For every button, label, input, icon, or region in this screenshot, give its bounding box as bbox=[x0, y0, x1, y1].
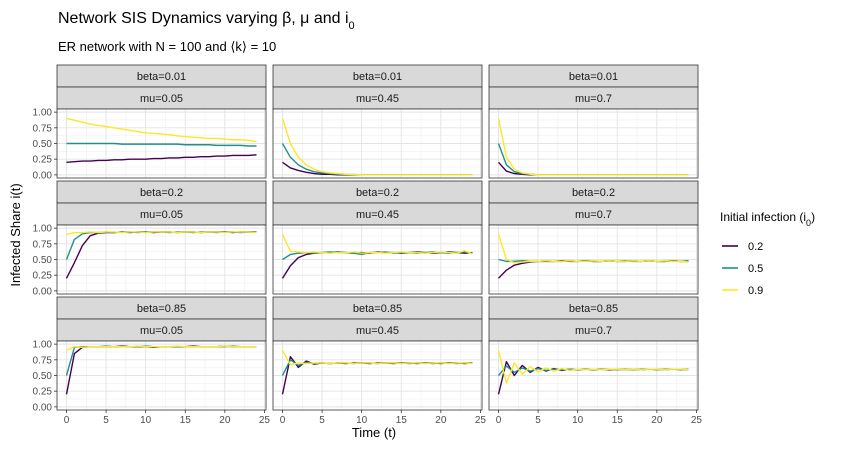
facet-panel: beta=0.85 mu=0.45 0 5 10 15 20 25 bbox=[272, 296, 487, 426]
series-line-0.9 bbox=[497, 118, 689, 176]
panel-border bbox=[272, 340, 483, 411]
y-tick-label: 0.75 bbox=[33, 123, 53, 134]
facet-panel: beta=0.85 mu=0.05 0.00 0.25 0.50 0.75 1.00 0 5 10… bbox=[33, 296, 271, 426]
y-tick-label: 0.25 bbox=[33, 387, 53, 398]
strip-beta-label: beta=0.2 bbox=[356, 187, 399, 199]
panel-border bbox=[488, 340, 699, 411]
x-tick-label: 10 bbox=[356, 415, 368, 426]
series-line-0.9 bbox=[497, 350, 689, 384]
facet-panel: beta=0.2 mu=0.7 bbox=[488, 180, 699, 295]
facet-panel: beta=0.01 mu=0.45 bbox=[272, 64, 483, 179]
y-tick-label: 0.00 bbox=[33, 286, 53, 297]
strip-beta-label: beta=0.01 bbox=[353, 71, 402, 83]
series-line-0.9 bbox=[497, 234, 689, 264]
y-tick-label: 0.25 bbox=[33, 155, 53, 166]
y-tick-label: 1.00 bbox=[33, 224, 53, 235]
series-line-0.9 bbox=[66, 231, 257, 236]
strip-mu-label: mu=0.45 bbox=[356, 209, 399, 221]
panel-border bbox=[488, 224, 699, 295]
x-tick-label: 0 bbox=[496, 415, 502, 426]
legend-label: 0.9 bbox=[748, 285, 763, 297]
y-tick-label: 0.25 bbox=[33, 271, 53, 282]
series-line-0.9 bbox=[281, 234, 473, 255]
x-tick-label: 5 bbox=[103, 415, 109, 426]
x-tick-label: 20 bbox=[651, 415, 663, 426]
strip-mu-label: mu=0.45 bbox=[356, 93, 399, 105]
chart-subtitle: ER network with N = 100 and ⟨k⟩ = 10 bbox=[58, 39, 276, 54]
x-tick-label: 15 bbox=[612, 415, 624, 426]
panel-border bbox=[488, 108, 699, 179]
y-tick-label: 0.50 bbox=[33, 139, 53, 150]
chart-title: Network SIS Dynamics varying β, μ and i0 bbox=[58, 10, 355, 32]
strip-mu-label: mu=0.05 bbox=[140, 325, 183, 337]
strip-mu-label: mu=0.7 bbox=[575, 93, 612, 105]
y-axis-title: Infected Share i(t) bbox=[8, 183, 23, 286]
y-tick-label: 1.00 bbox=[33, 340, 53, 351]
x-tick-label: 25 bbox=[475, 415, 487, 426]
x-tick-label: 25 bbox=[259, 415, 271, 426]
legend-label: 0.2 bbox=[748, 241, 763, 253]
x-axis-title: Time (t) bbox=[352, 425, 396, 440]
strip-mu-label: mu=0.05 bbox=[140, 93, 183, 105]
x-tick-label: 5 bbox=[319, 415, 325, 426]
facet-panel: beta=0.01 mu=0.7 bbox=[488, 64, 699, 179]
x-tick-label: 20 bbox=[219, 415, 231, 426]
legend-label: 0.5 bbox=[748, 263, 763, 275]
y-tick-label: 0.00 bbox=[33, 170, 53, 181]
series-line-0.5 bbox=[66, 142, 257, 147]
panel-border bbox=[272, 108, 483, 179]
x-tick-label: 0 bbox=[280, 415, 286, 426]
y-tick-label: 0.50 bbox=[33, 255, 53, 266]
x-tick-label: 15 bbox=[396, 415, 408, 426]
series-line-0.9 bbox=[281, 350, 473, 366]
series-line-0.9 bbox=[66, 345, 257, 352]
strip-mu-label: mu=0.7 bbox=[575, 209, 612, 221]
x-tick-label: 10 bbox=[140, 415, 152, 426]
strip-beta-label: beta=0.85 bbox=[569, 303, 618, 315]
x-tick-label: 10 bbox=[572, 415, 584, 426]
facet-panel: beta=0.2 mu=0.05 0.00 0.25 0.50 0.75 1.00 bbox=[33, 180, 267, 297]
y-tick-label: 1.00 bbox=[33, 108, 53, 119]
facet-panel: beta=0.2 mu=0.45 bbox=[272, 180, 483, 295]
strip-beta-label: beta=0.85 bbox=[353, 303, 402, 315]
x-tick-label: 25 bbox=[691, 415, 703, 426]
strip-mu-label: mu=0.45 bbox=[356, 325, 399, 337]
x-tick-label: 0 bbox=[64, 415, 70, 426]
series-line-0.2 bbox=[66, 154, 257, 164]
legend-title: Initial infection (i0) bbox=[720, 210, 815, 228]
strip-mu-label: mu=0.7 bbox=[575, 325, 612, 337]
y-tick-label: 0.75 bbox=[33, 239, 53, 250]
strip-beta-label: beta=0.2 bbox=[572, 187, 615, 199]
y-tick-label: 0.75 bbox=[33, 355, 53, 366]
x-tick-label: 15 bbox=[180, 415, 192, 426]
strip-beta-label: beta=0.85 bbox=[137, 303, 186, 315]
strip-mu-label: mu=0.05 bbox=[140, 209, 183, 221]
x-tick-label: 20 bbox=[435, 415, 447, 426]
x-tick-label: 5 bbox=[535, 415, 541, 426]
facet-panel: beta=0.85 mu=0.7 0 5 10 15 20 25 bbox=[488, 296, 703, 426]
y-tick-label: 0.00 bbox=[33, 402, 53, 413]
series-line-0.9 bbox=[66, 117, 257, 143]
series-line-0.9 bbox=[281, 118, 473, 176]
strip-beta-label: beta=0.2 bbox=[140, 187, 183, 199]
facet-panel: beta=0.01 mu=0.05 0.00 0.25 0.50 0.75 1.00 bbox=[33, 64, 267, 181]
panel-border bbox=[272, 224, 483, 295]
y-tick-label: 0.50 bbox=[33, 371, 53, 382]
strip-beta-label: beta=0.01 bbox=[569, 71, 618, 83]
facet-grid: beta=0.01mu=0.050.000.250.500.751.00beta… bbox=[33, 64, 703, 426]
strip-beta-label: beta=0.01 bbox=[137, 71, 186, 83]
legend: Initial infection (i0) 0.2 0.5 0.9 bbox=[720, 210, 815, 297]
